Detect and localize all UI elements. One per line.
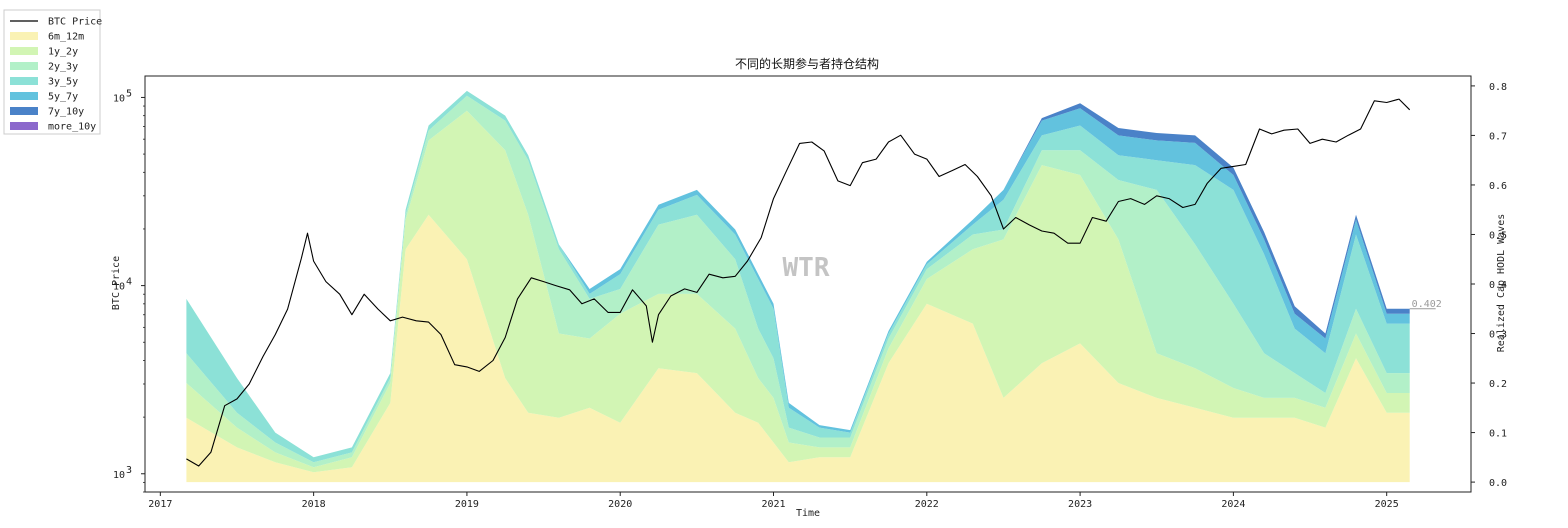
y-axis-left-label: BTC Price <box>111 256 122 310</box>
x-tick-label-2018: 2018 <box>302 499 326 510</box>
plot-area: WTR 0.402 <box>144 75 1472 493</box>
btc-price-line <box>186 98 1411 467</box>
legend-swatch-more-10y <box>10 122 38 130</box>
chart-title: 不同的长期参与者持仓结构 <box>735 56 879 71</box>
legend-label: more_10y <box>48 122 96 133</box>
x-tick-label-2022: 2022 <box>915 499 939 510</box>
y-right-tick-label: 0.4 <box>1489 280 1507 291</box>
legend-swatch-6m-12m <box>10 32 38 40</box>
y-right-tick-label: 0.8 <box>1489 82 1507 93</box>
area-6m-12m <box>186 214 1410 483</box>
x-axis-label: Time <box>796 508 820 519</box>
x-tick-label-2025: 2025 <box>1375 499 1399 510</box>
legend-swatch-2y-3y <box>10 62 38 70</box>
legend-label: 1y_2y <box>48 47 78 58</box>
legend-swatch-3y-5y <box>10 77 38 85</box>
y-right-tick-label: 0.6 <box>1489 181 1507 192</box>
legend-label: 7y_10y <box>48 107 84 118</box>
legend-swatch-7y-10y <box>10 107 38 115</box>
x-tick-label-2017: 2017 <box>148 499 172 510</box>
hodl-stack-areas <box>186 90 1410 483</box>
legend-swatch-5y-7y <box>10 92 38 100</box>
y-right-tick-label: 0.2 <box>1489 379 1507 390</box>
area-2y-3y <box>186 95 1410 468</box>
y-right-tick-label: 0.5 <box>1489 230 1507 241</box>
x-tick-label-2024: 2024 <box>1221 499 1245 510</box>
x-tick-label-2021: 2021 <box>761 499 785 510</box>
y-left-tick-exponent: 4 <box>126 277 132 288</box>
y-right-tick-label: 0.7 <box>1489 131 1507 142</box>
x-tick-label-2020: 2020 <box>608 499 632 510</box>
area-1y-2y <box>186 110 1410 473</box>
y-right-tick-label: 0.1 <box>1489 429 1507 440</box>
legend-label: BTC Price <box>48 17 102 28</box>
y-left-tick-label: 10 <box>113 470 125 481</box>
y-axis-right: 0.0 0.1 0.2 0.3 0.4 0.5 0.6 0.7 0.8 <box>1471 82 1507 489</box>
y-left-tick-exponent: 3 <box>126 465 132 476</box>
y-right-tick-label: 0.0 <box>1489 478 1507 489</box>
x-axis: 2017 2018 2019 2020 2021 2022 2023 2024 2025 <box>148 492 1399 510</box>
y-left-tick-label: 10 <box>113 93 125 104</box>
legend-label: 3y_5y <box>48 77 78 88</box>
legend-label: 6m_12m <box>48 32 84 43</box>
y-right-tick-label: 0.3 <box>1489 330 1507 341</box>
x-tick-label-2019: 2019 <box>455 499 479 510</box>
y-left-tick-exponent: 5 <box>126 88 132 99</box>
watermark: WTR <box>783 253 830 283</box>
x-tick-label-2023: 2023 <box>1068 499 1092 510</box>
legend-swatch-1y-2y <box>10 47 38 55</box>
last-value-label: 0.402 <box>1412 299 1442 310</box>
legend-label: 5y_7y <box>48 92 78 103</box>
legend: BTC Price 6m_12m 1y_2y 2y_3y 3y_5y 5y_7y 7y_10… <box>3 9 102 135</box>
y-left-tick-label: 10 <box>113 282 125 293</box>
y-axis-right-label: Realized Cap HODL Waves <box>1496 214 1507 352</box>
legend-label: 2y_3y <box>48 62 78 73</box>
